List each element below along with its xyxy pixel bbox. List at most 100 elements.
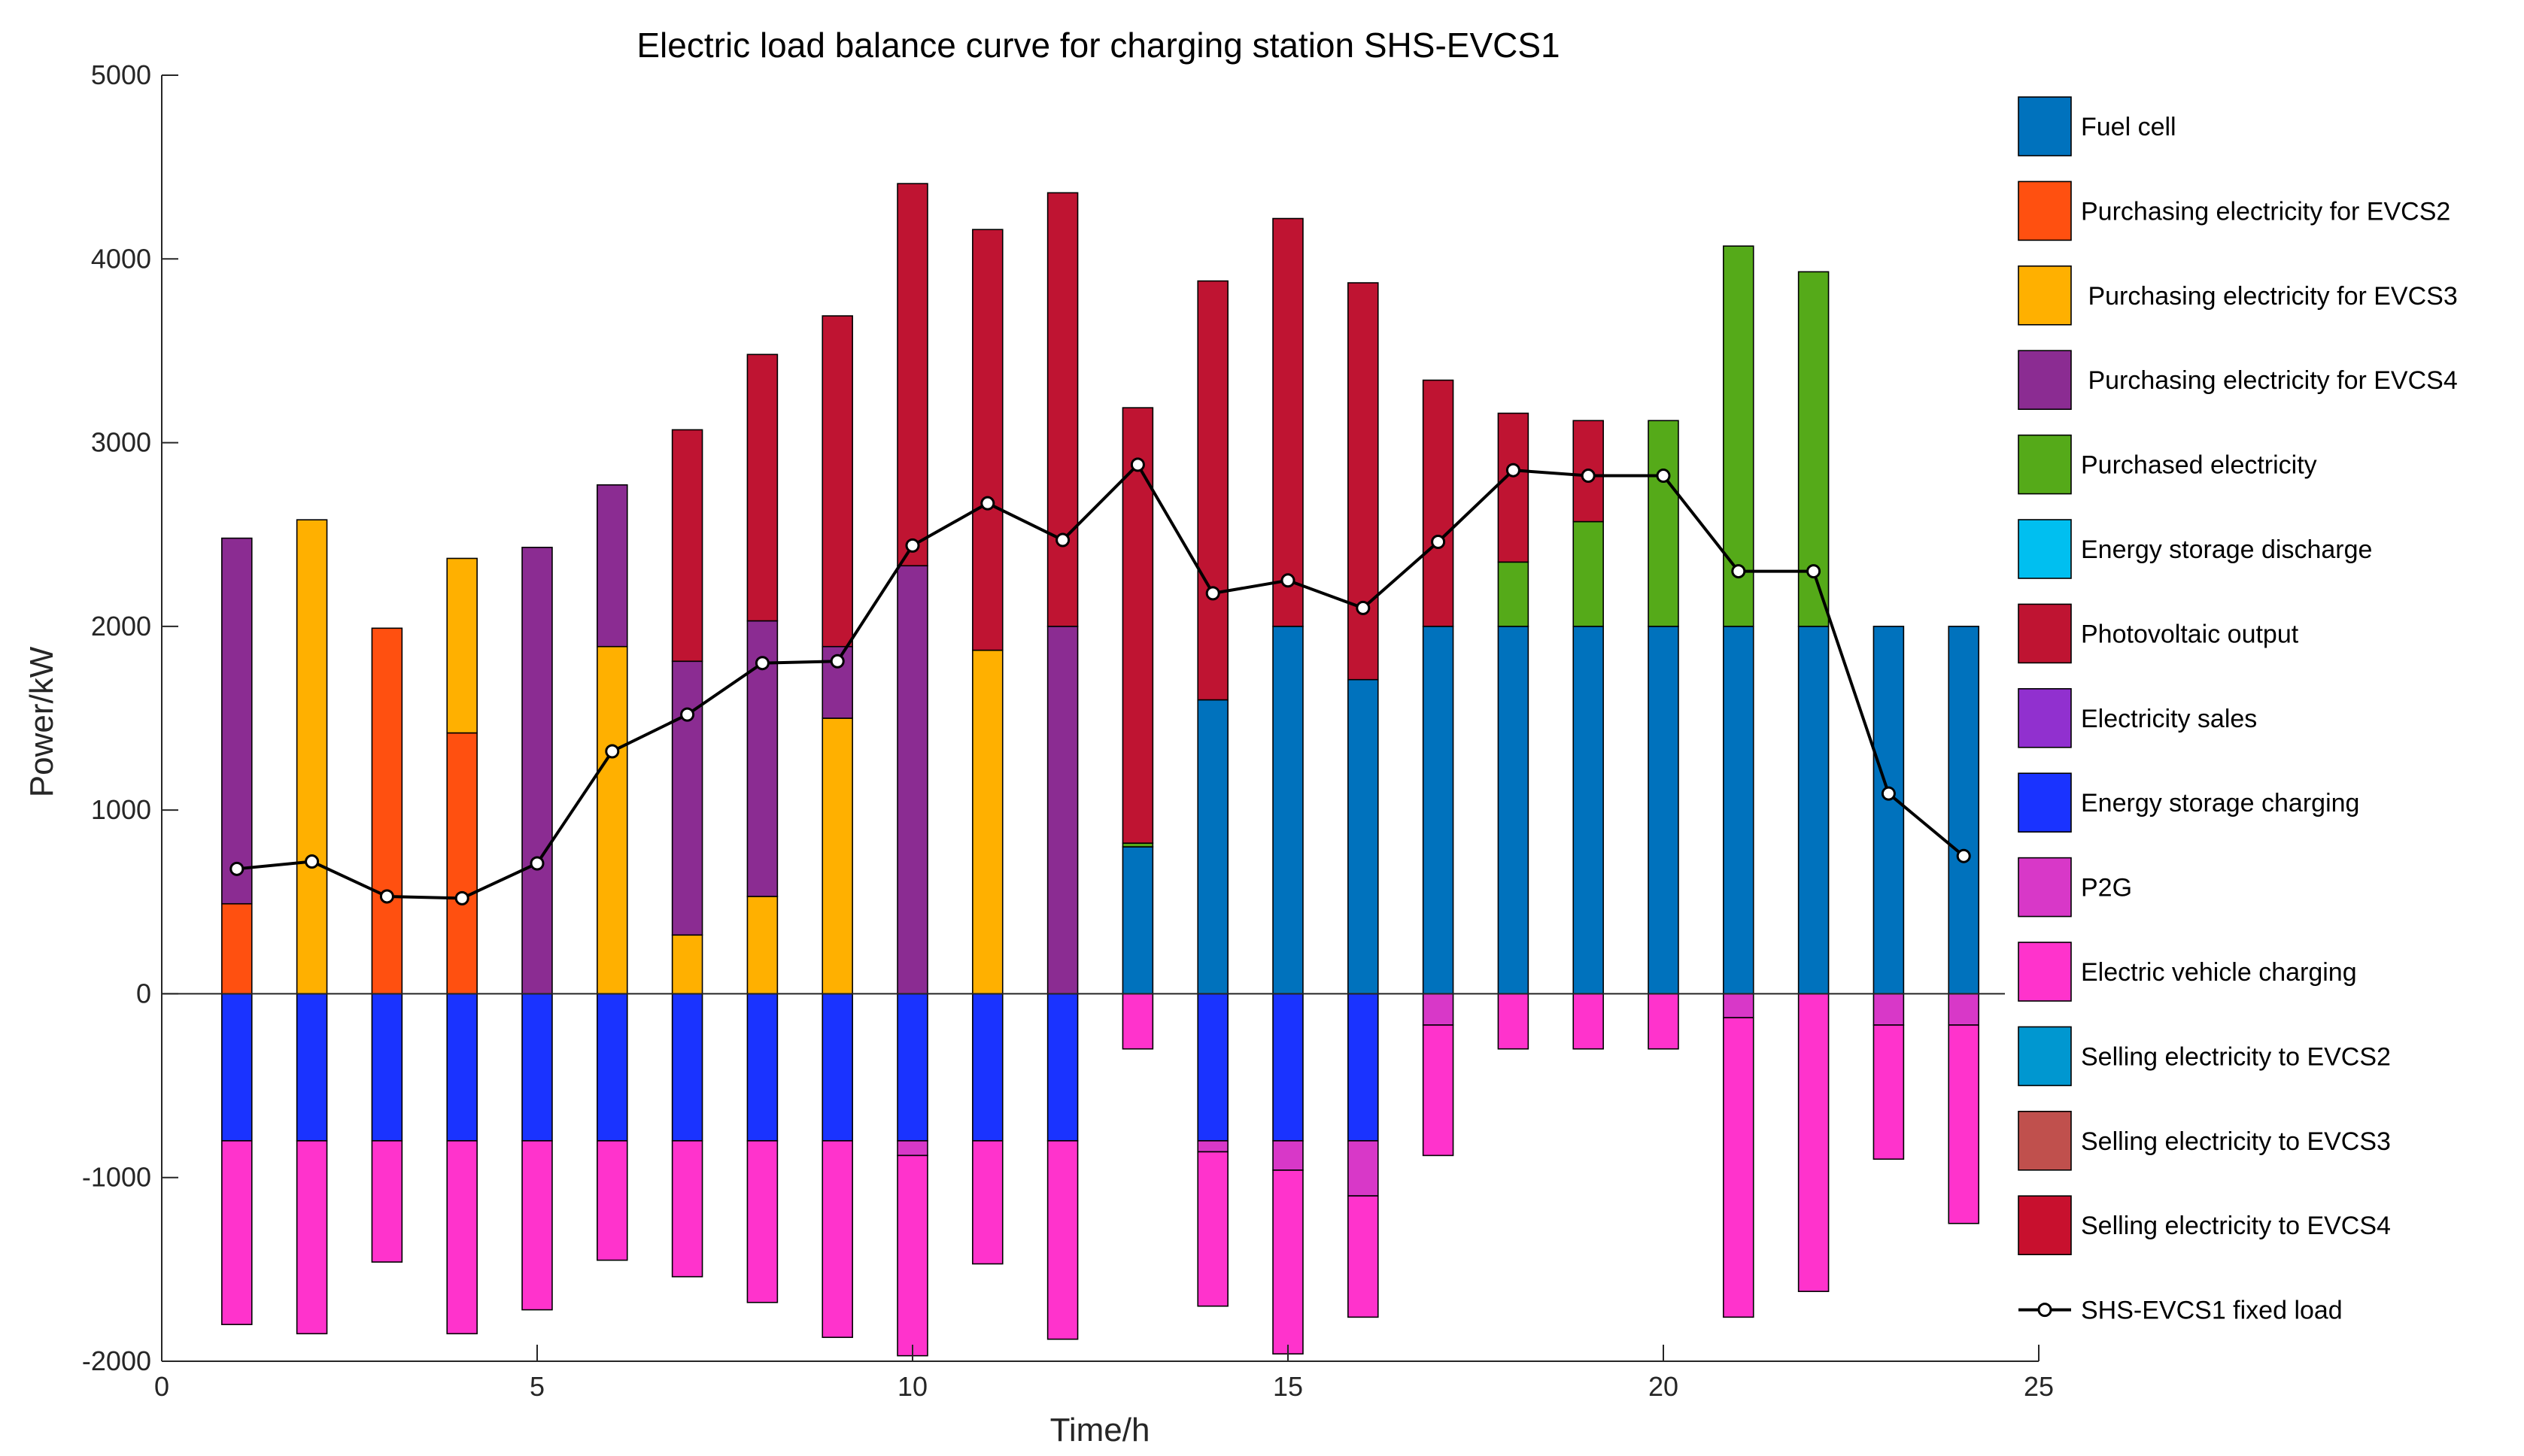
bar-t14-energy-storage-charging [1197, 993, 1229, 1142]
bar-t2-purchasing-electricity-for-evcs3 [296, 519, 328, 995]
fixed-load-point [980, 496, 995, 511]
bar-t7-purchasing-electricity-for-evcs3 [671, 934, 703, 995]
y-tick-label: -1000 [82, 1162, 151, 1193]
fixed-load-point [1581, 469, 1596, 484]
bar-t8-photovoltaic-output [746, 353, 779, 622]
bar-t18-fuel-cell [1497, 626, 1529, 995]
y-tick-label: 1000 [91, 794, 151, 825]
x-tick-label: 15 [1273, 1371, 1303, 1402]
y-tick-label: 3000 [91, 427, 151, 458]
bar-t4-purchasing-electricity-for-evcs3 [446, 557, 478, 734]
bar-t7-electric-vehicle-charging [671, 1140, 703, 1278]
bar-t16-photovoltaic-output [1347, 282, 1379, 681]
bar-t6-electric-vehicle-charging [597, 1140, 628, 1261]
bar-t14-fuel-cell [1197, 699, 1229, 995]
bar-t16-energy-storage-charging [1347, 993, 1379, 1142]
fixed-load-point [1356, 600, 1371, 615]
legend-label: Purchased electricity [2081, 451, 2317, 480]
legend-swatch [2018, 519, 2072, 579]
legend-label: Energy storage charging [2081, 789, 2359, 817]
bar-t22-fuel-cell [1797, 626, 1830, 995]
bars-layer [221, 183, 1979, 1357]
bar-t12-photovoltaic-output [1046, 192, 1079, 627]
bar-t11-photovoltaic-output [972, 229, 1004, 651]
bar-t14-p2g [1197, 1140, 1229, 1153]
bar-t4-electric-vehicle-charging [446, 1140, 478, 1335]
legend-swatch [2018, 942, 2072, 1002]
bar-t2-energy-storage-charging [296, 993, 328, 1142]
fixed-load-point [1881, 786, 1896, 801]
bar-t21-purchased-electricity [1723, 245, 1754, 627]
bar-t13-fuel-cell [1122, 846, 1154, 995]
bar-t12-energy-storage-charging [1046, 993, 1079, 1142]
bar-t24-electric-vehicle-charging [1948, 1024, 1979, 1224]
bar-t13-electric-vehicle-charging [1122, 993, 1154, 1050]
y-axis-label: Power/kW [23, 646, 60, 797]
legend-swatch [2018, 434, 2072, 495]
bar-t19-electric-vehicle-charging [1572, 993, 1604, 1050]
fixed-load-point [1130, 457, 1145, 472]
legend-swatch [2018, 857, 2072, 918]
bar-t11-energy-storage-charging [972, 993, 1004, 1142]
legend-label: Purchasing electricity for EVCS2 [2081, 197, 2450, 226]
fixed-load-point [305, 854, 320, 869]
fixed-load-point [229, 861, 245, 876]
bar-t23-electric-vehicle-charging [1872, 1024, 1905, 1160]
bar-t12-electric-vehicle-charging [1046, 1140, 1079, 1340]
fixed-load-point [1431, 534, 1446, 549]
bar-t5-energy-storage-charging [521, 993, 553, 1142]
bar-t7-energy-storage-charging [671, 993, 703, 1142]
fixed-load-point [454, 890, 469, 905]
bar-t7-photovoltaic-output [671, 429, 703, 663]
bar-t22-electric-vehicle-charging [1797, 993, 1830, 1292]
fixed-load-point [1731, 564, 1746, 579]
bar-t6-energy-storage-charging [597, 993, 628, 1142]
bar-t10-purchasing-electricity-for-evcs4 [897, 565, 928, 995]
bar-t23-p2g [1872, 993, 1905, 1026]
y-tick-label: 0 [136, 978, 151, 1009]
fixed-load-point [1280, 573, 1295, 588]
bar-t24-p2g [1948, 993, 1979, 1026]
legend-label: Photovoltaic output [2081, 620, 2299, 648]
bar-t9-electric-vehicle-charging [822, 1140, 853, 1339]
legend-box [2005, 79, 2520, 1342]
fixed-load-point [1806, 564, 1821, 579]
bar-t5-electric-vehicle-charging [521, 1140, 553, 1311]
legend-swatch [2018, 96, 2072, 156]
fixed-load-polyline [236, 462, 1965, 900]
bar-t20-electric-vehicle-charging [1648, 993, 1679, 1050]
bar-t9-purchasing-electricity-for-evcs3 [822, 717, 853, 995]
bar-t2-electric-vehicle-charging [296, 1140, 328, 1335]
bar-t16-p2g [1347, 1140, 1379, 1197]
bar-t16-fuel-cell [1347, 678, 1379, 995]
bar-t1-electric-vehicle-charging [221, 1140, 253, 1325]
bar-t4-purchasing-electricity-for-evcs2 [446, 732, 478, 995]
fixed-load-point [1055, 532, 1071, 548]
fixed-load-point [1205, 586, 1220, 601]
plot-area [162, 75, 2039, 1361]
bar-t15-p2g [1272, 1140, 1304, 1171]
bar-t6-purchasing-electricity-for-evcs4 [597, 484, 628, 648]
bar-t23-fuel-cell [1872, 626, 1905, 995]
y-tick-label: 4000 [91, 243, 151, 274]
legend-label: Fuel cell [2081, 113, 2176, 141]
legend-swatch [2018, 772, 2072, 833]
y-tick-label: -2000 [82, 1345, 151, 1376]
bar-t1-purchasing-electricity-for-evcs2 [221, 902, 253, 995]
fixed-load-point [1656, 469, 1671, 484]
bar-t11-purchasing-electricity-for-evcs3 [972, 649, 1004, 995]
bar-t18-electric-vehicle-charging [1497, 993, 1529, 1050]
legend-label: Electricity sales [2081, 705, 2257, 733]
bar-t5-purchasing-electricity-for-evcs4 [521, 547, 553, 995]
bar-t14-photovoltaic-output [1197, 280, 1229, 701]
legend-swatch [2018, 265, 2072, 326]
legend-label: SHS-EVCS1 fixed load [2081, 1297, 2343, 1325]
legend-label: Purchasing electricity for EVCS4 [2081, 366, 2458, 395]
bar-t1-energy-storage-charging [221, 993, 253, 1142]
bar-t15-photovoltaic-output [1272, 217, 1304, 627]
bar-t10-electric-vehicle-charging [897, 1154, 928, 1357]
x-tick-label: 25 [2024, 1371, 2054, 1402]
legend-label: Energy storage discharge [2081, 535, 2372, 564]
bar-t14-electric-vehicle-charging [1197, 1151, 1229, 1307]
